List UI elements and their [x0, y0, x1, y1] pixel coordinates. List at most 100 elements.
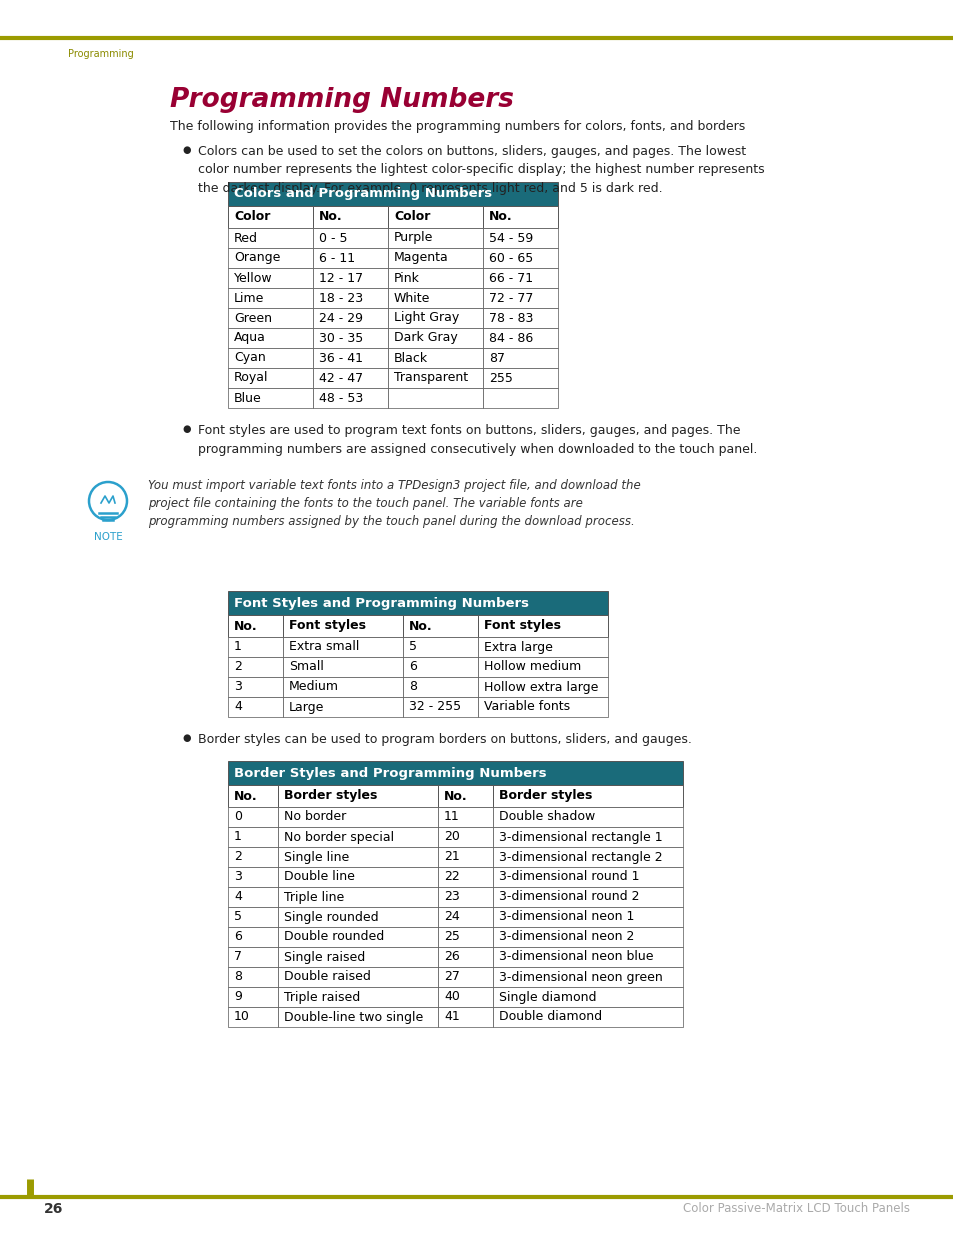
Text: 27: 27 — [443, 971, 459, 983]
Bar — [228, 368, 313, 388]
Bar — [482, 348, 558, 368]
Text: Magenta: Magenta — [394, 252, 448, 264]
Text: Colors can be used to set the colors on buttons, sliders, gauges, and pages. The: Colors can be used to set the colors on … — [198, 144, 763, 195]
Text: 4: 4 — [233, 890, 242, 904]
Text: 40: 40 — [443, 990, 459, 1004]
Bar — [437, 867, 493, 887]
Bar — [388, 329, 482, 348]
Text: Double rounded: Double rounded — [284, 930, 384, 944]
Text: 18 - 23: 18 - 23 — [318, 291, 363, 305]
Text: You must import variable text fonts into a TPDesign3 project file, and download : You must import variable text fonts into… — [148, 479, 640, 529]
Text: 72 - 77: 72 - 77 — [489, 291, 533, 305]
Text: 21: 21 — [443, 851, 459, 863]
Bar — [437, 887, 493, 906]
Bar — [437, 785, 493, 806]
Text: 3: 3 — [233, 871, 242, 883]
Bar — [283, 615, 402, 637]
Text: 42 - 47: 42 - 47 — [318, 372, 363, 384]
Text: Single line: Single line — [284, 851, 349, 863]
Bar — [482, 268, 558, 288]
Bar — [228, 887, 277, 906]
Text: 87: 87 — [489, 352, 504, 364]
Bar — [228, 329, 313, 348]
Text: Font styles are used to program text fonts on buttons, sliders, gauges, and page: Font styles are used to program text fon… — [198, 424, 757, 456]
Bar — [277, 785, 437, 806]
Bar — [228, 947, 277, 967]
Bar — [477, 657, 607, 677]
Bar — [482, 329, 558, 348]
Text: No.: No. — [233, 620, 257, 632]
Bar — [277, 947, 437, 967]
Text: No.: No. — [443, 789, 467, 803]
Text: Single raised: Single raised — [284, 951, 365, 963]
Bar — [228, 637, 283, 657]
Bar — [493, 1007, 682, 1028]
Text: 48 - 53: 48 - 53 — [318, 391, 363, 405]
Text: Font Styles and Programming Numbers: Font Styles and Programming Numbers — [233, 597, 529, 610]
Text: Black: Black — [394, 352, 428, 364]
Text: Single rounded: Single rounded — [284, 910, 378, 924]
Bar — [477, 697, 607, 718]
Bar — [437, 847, 493, 867]
Text: Royal: Royal — [233, 372, 268, 384]
Bar — [228, 592, 607, 615]
Bar — [493, 987, 682, 1007]
Text: Transparent: Transparent — [394, 372, 468, 384]
Bar — [313, 288, 388, 308]
Text: Dark Gray: Dark Gray — [394, 331, 457, 345]
Text: ●: ● — [182, 144, 191, 156]
Text: 26: 26 — [443, 951, 459, 963]
Text: Blue: Blue — [233, 391, 261, 405]
Text: Border styles: Border styles — [284, 789, 377, 803]
Text: 3-dimensional rectangle 1: 3-dimensional rectangle 1 — [498, 830, 662, 844]
Text: No border: No border — [284, 810, 346, 824]
Text: 9: 9 — [233, 990, 242, 1004]
Text: The following information provides the programming numbers for colors, fonts, an: The following information provides the p… — [170, 120, 744, 133]
Bar — [477, 637, 607, 657]
Text: Double shadow: Double shadow — [498, 810, 595, 824]
Bar — [228, 248, 313, 268]
Bar — [402, 615, 477, 637]
Text: 84 - 86: 84 - 86 — [489, 331, 533, 345]
Bar — [228, 785, 277, 806]
Bar — [482, 206, 558, 228]
Text: 3-dimensional neon 1: 3-dimensional neon 1 — [498, 910, 634, 924]
Text: 24 - 29: 24 - 29 — [318, 311, 363, 325]
Bar — [277, 887, 437, 906]
Text: 6: 6 — [233, 930, 242, 944]
Bar — [437, 947, 493, 967]
Text: Color: Color — [394, 210, 430, 224]
Text: 5: 5 — [409, 641, 416, 653]
Text: Triple raised: Triple raised — [284, 990, 360, 1004]
Text: Medium: Medium — [289, 680, 338, 694]
Text: 255: 255 — [489, 372, 513, 384]
Text: 41: 41 — [443, 1010, 459, 1024]
Text: No.: No. — [489, 210, 512, 224]
Text: 8: 8 — [233, 971, 242, 983]
Text: Purple: Purple — [394, 231, 433, 245]
Bar — [493, 887, 682, 906]
Text: 54 - 59: 54 - 59 — [489, 231, 533, 245]
Bar — [228, 906, 277, 927]
Bar — [228, 867, 277, 887]
Bar — [283, 637, 402, 657]
Bar — [388, 248, 482, 268]
Text: 6 - 11: 6 - 11 — [318, 252, 355, 264]
Bar — [482, 228, 558, 248]
Text: 7: 7 — [233, 951, 242, 963]
Bar — [437, 827, 493, 847]
Text: 4: 4 — [233, 700, 242, 714]
Bar — [228, 1007, 277, 1028]
Text: Small: Small — [289, 661, 323, 673]
Text: No.: No. — [318, 210, 342, 224]
Bar — [277, 987, 437, 1007]
Bar — [277, 967, 437, 987]
Bar — [313, 228, 388, 248]
Bar — [402, 697, 477, 718]
Bar — [228, 927, 277, 947]
Bar — [437, 967, 493, 987]
Bar — [228, 388, 313, 408]
Bar — [228, 677, 283, 697]
Text: 3: 3 — [233, 680, 242, 694]
Bar — [283, 697, 402, 718]
